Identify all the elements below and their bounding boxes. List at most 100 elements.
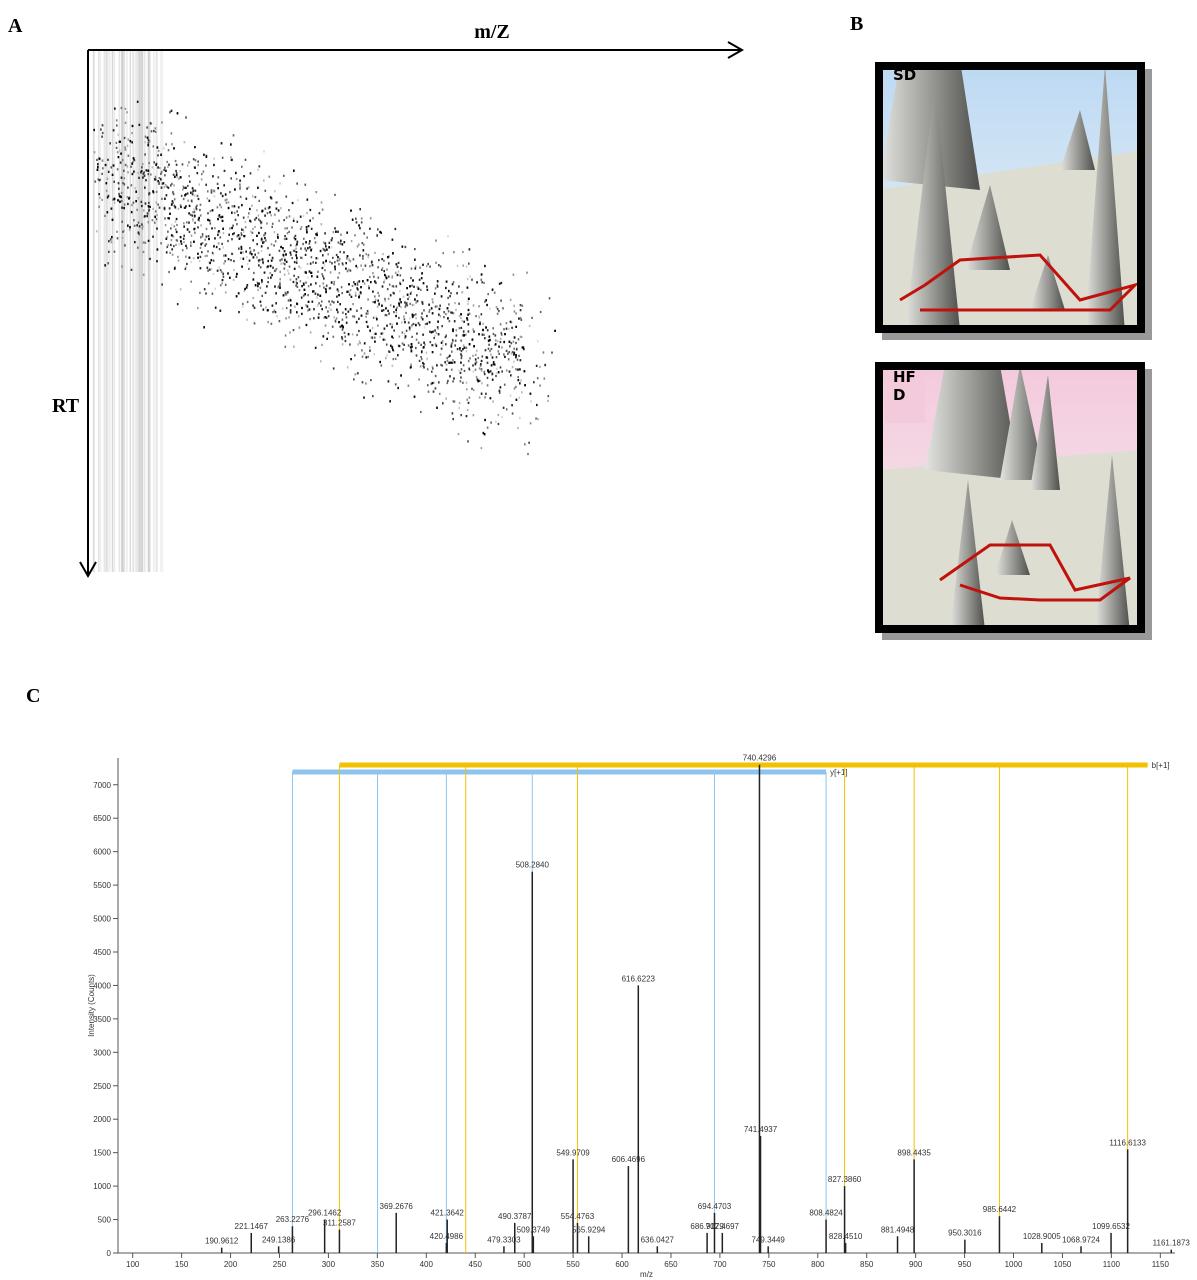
spot [210, 189, 213, 192]
spot [334, 227, 336, 230]
spot [434, 329, 436, 332]
streak [149, 50, 151, 572]
spot [207, 218, 209, 221]
spot [385, 307, 387, 310]
spot [98, 205, 100, 208]
spot [257, 251, 260, 255]
spot [132, 157, 135, 160]
spot [307, 309, 309, 312]
spot [313, 237, 316, 240]
spot [165, 143, 167, 146]
spot [450, 311, 452, 314]
spot [415, 354, 418, 357]
spot [175, 243, 177, 246]
spot [466, 318, 469, 321]
spot [324, 242, 327, 245]
spot [462, 333, 465, 337]
spot [337, 311, 339, 314]
axis-label: RT [52, 395, 80, 417]
spot [261, 279, 263, 282]
spot [360, 264, 362, 267]
spot [304, 253, 307, 256]
spot [127, 224, 129, 227]
spot [356, 245, 359, 248]
spot [256, 234, 258, 237]
spot [345, 316, 348, 319]
spot [417, 341, 420, 344]
spot [526, 271, 528, 274]
spot [451, 311, 454, 314]
spot [191, 200, 193, 203]
spot [365, 382, 367, 385]
spot [264, 207, 267, 210]
spot [429, 265, 431, 268]
streak [129, 50, 132, 572]
spot [344, 335, 346, 338]
spot [452, 418, 454, 421]
spot [389, 322, 392, 326]
spot [511, 404, 513, 407]
spot [315, 261, 317, 264]
spot [381, 332, 384, 335]
spot [272, 266, 274, 269]
spot [192, 189, 195, 192]
spot [235, 295, 238, 298]
spot [230, 143, 232, 146]
peak-label: 950.3016 [948, 1229, 982, 1238]
spot [243, 235, 245, 238]
spot [371, 336, 374, 339]
spot [450, 343, 453, 346]
spot [142, 172, 145, 175]
spot [219, 203, 221, 206]
spot [381, 309, 383, 312]
spot [328, 300, 330, 303]
spot [443, 316, 445, 319]
streak [144, 50, 147, 572]
spot [445, 343, 447, 346]
spot [524, 384, 526, 387]
spot [274, 190, 276, 193]
spot [317, 316, 320, 319]
spot [220, 216, 222, 219]
spot [175, 172, 178, 175]
spot [430, 331, 433, 334]
spot [174, 206, 177, 209]
spot [261, 210, 263, 213]
spot [396, 265, 399, 268]
streak [132, 50, 135, 572]
spot [233, 232, 235, 235]
spot [299, 280, 302, 283]
spot [388, 262, 390, 265]
spot [207, 250, 209, 253]
spot [404, 336, 406, 339]
spot [332, 367, 335, 370]
spot [359, 208, 361, 211]
spot [138, 123, 141, 126]
spot [158, 177, 161, 180]
spot [471, 278, 473, 281]
spot [416, 332, 418, 335]
spot [242, 302, 244, 305]
spot [505, 349, 508, 352]
spot [185, 205, 187, 208]
spot [473, 330, 475, 333]
spot [434, 387, 437, 390]
spot [513, 347, 515, 350]
spot [459, 371, 462, 374]
spot [344, 335, 346, 338]
spot [127, 186, 129, 189]
spot [443, 316, 445, 319]
streak [122, 50, 125, 572]
spot [293, 267, 296, 270]
y-tick-label: 3000 [93, 1048, 111, 1057]
spot [295, 261, 298, 264]
spot [315, 261, 317, 264]
spot [98, 179, 101, 182]
spot [430, 331, 433, 334]
spot [454, 344, 456, 347]
spot [172, 193, 175, 196]
spot [256, 256, 258, 259]
panel-frame [875, 62, 1145, 333]
spot [138, 225, 141, 228]
